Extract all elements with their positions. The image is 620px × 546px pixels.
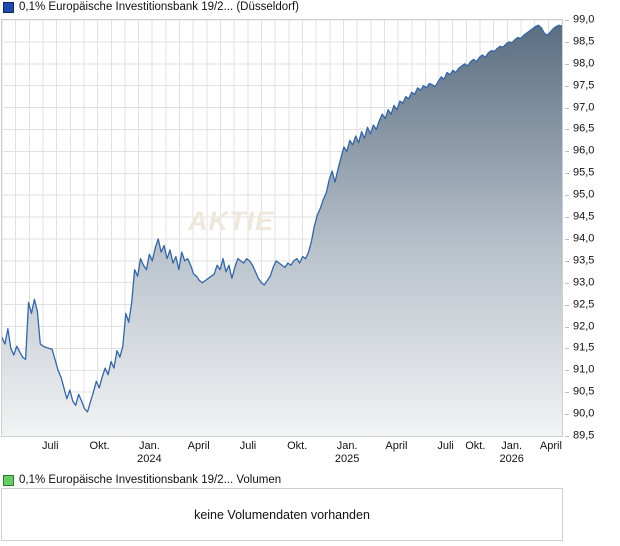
y-axis-tick-mark (565, 260, 569, 262)
y-axis-label: 96,5 (573, 122, 595, 135)
y-axis-tick-mark (565, 85, 569, 87)
y-axis-tick-mark (565, 370, 569, 372)
y-axis-label: 97,5 (573, 79, 595, 92)
price-chart-area[interactable]: AKTIE 1 Tick = 1 Woche (1, 19, 563, 437)
y-axis-tick-mark (565, 151, 569, 153)
x-axis-label: Jan. 2024 (137, 440, 162, 465)
x-axis-label: Jan. 2026 (499, 440, 524, 465)
x-axis-label: Juli (239, 440, 257, 452)
y-axis-label: 94,5 (573, 210, 595, 223)
x-axis-label: Juli (42, 440, 59, 452)
volume-series-color-swatch (3, 475, 14, 486)
x-axis-label: April (385, 440, 408, 452)
legend-price-label: 0,1% Europäische Investitionsbank 19/2..… (19, 1, 299, 13)
y-axis-label: 98,5 (573, 35, 595, 48)
y-axis-label: 97,0 (573, 101, 595, 114)
y-axis-tick-mark (565, 107, 569, 109)
y-axis-label: 90,0 (573, 407, 595, 420)
price-series-color-swatch (3, 2, 14, 13)
y-axis-label: 91,0 (573, 363, 595, 376)
y-axis-tick-mark (565, 436, 569, 437)
x-axis-label: Juli (437, 440, 454, 452)
x-axis-label: Okt. (465, 440, 486, 452)
legend-price[interactable]: 0,1% Europäische Investitionsbank 19/2..… (3, 1, 299, 14)
y-axis-label: 92,5 (573, 298, 595, 311)
y-axis-label: 90,5 (573, 385, 595, 398)
y-axis-tick-mark (565, 41, 569, 43)
x-axis-label: Okt. (287, 440, 308, 452)
y-axis-label: 92,0 (573, 320, 595, 333)
x-axis: Juli Okt. Jan. 2024 April Juli Okt. Jan. 2025 Apr… (0, 440, 563, 472)
x-axis-label: Okt. (89, 440, 110, 452)
volume-chart-area[interactable]: keine Volumendaten vorhanden (1, 488, 563, 541)
y-axis-label: 98,0 (573, 57, 595, 70)
y-axis-tick-mark (565, 217, 569, 219)
x-axis-label: Jan. 2025 (334, 440, 360, 465)
y-axis-tick-mark (565, 20, 569, 21)
y-axis-label: 95,5 (573, 166, 595, 179)
y-axis-label: 91,5 (573, 341, 595, 354)
y-axis-tick-mark (565, 63, 569, 65)
y-axis-tick-mark (565, 195, 569, 197)
y-axis-tick-mark (565, 414, 569, 416)
y-axis-tick-mark (565, 173, 569, 175)
y-axis: 99,0 98,5 98,0 97,5 97,0 96,5 96,0 95,5 95,0 94,5… (565, 14, 620, 441)
y-axis-tick-mark (565, 348, 569, 350)
price-area-plot (2, 24, 562, 436)
y-axis-label: 93,0 (573, 276, 595, 289)
y-axis-label: 93,5 (573, 254, 595, 267)
legend-volume-label: 0,1% Europäische Investitionsbank 19/2..… (19, 474, 282, 486)
x-axis-label: April (539, 440, 562, 452)
y-axis-tick-mark (565, 392, 569, 394)
volume-empty-message: keine Volumendaten vorhanden (194, 507, 370, 522)
y-axis-tick-mark (565, 282, 569, 284)
y-axis-label: 95,0 (573, 188, 595, 201)
y-axis-tick-mark (565, 238, 569, 240)
y-axis-tick-mark (565, 129, 569, 131)
legend-volume[interactable]: 0,1% Europäische Investitionsbank 19/2..… (3, 474, 281, 487)
y-axis-label: 94,0 (573, 232, 595, 245)
y-axis-tick-mark (565, 326, 569, 328)
y-axis-tick-mark (565, 304, 569, 306)
y-axis-label: 89,5 (573, 429, 595, 442)
y-axis-label: 96,0 (573, 144, 595, 157)
y-axis-label: 99,0 (573, 13, 595, 26)
x-axis-label: April (187, 440, 210, 452)
